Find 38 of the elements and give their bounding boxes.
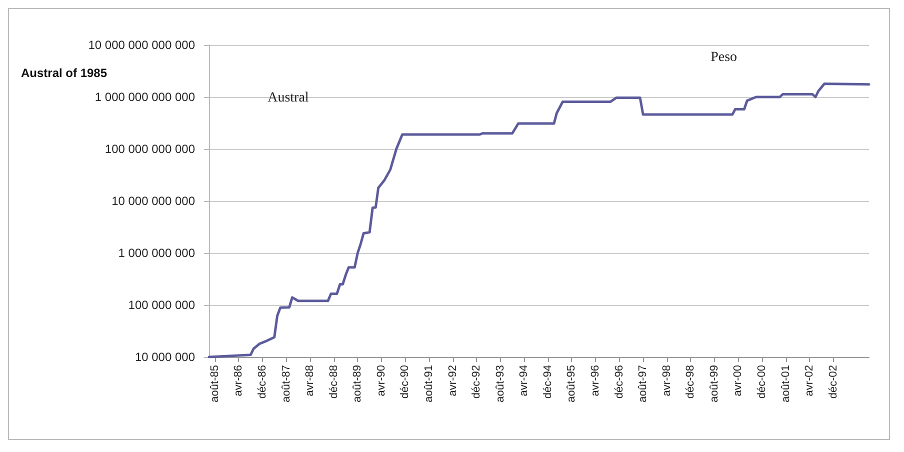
- y-tick-label: 1 000 000 000: [118, 246, 196, 260]
- x-tick-label: avr-88: [304, 365, 316, 396]
- x-tick-label: déc-90: [399, 365, 412, 399]
- y-tick-label: 10 000 000 000 000: [88, 38, 196, 52]
- x-tick-label: déc-02: [827, 365, 840, 399]
- x-tick-label: août-89: [352, 365, 364, 402]
- annotation: Peso: [710, 50, 738, 65]
- x-tick-label: avr-90: [375, 365, 388, 396]
- y-tick-label: 10 000 000 000: [112, 194, 196, 208]
- x-tick-label: avr-98: [660, 365, 673, 396]
- line-series: [208, 82, 870, 358]
- x-tick-label: août-91: [422, 365, 435, 402]
- x-tick-label: avr-86: [232, 365, 245, 396]
- x-tick-label: déc-88: [328, 365, 340, 399]
- x-tick-label: déc-86: [256, 365, 269, 399]
- annotation: Austral: [268, 90, 309, 106]
- y-tick-label: 10 000 000: [134, 350, 196, 364]
- x-tick-label: avr-00: [732, 365, 744, 396]
- x-tick-label: avr-94: [518, 365, 530, 396]
- x-tick-label: août-93: [494, 365, 506, 402]
- x-tick-label: avr-02: [804, 365, 816, 396]
- y-tick-label: 100 000 000 000: [104, 142, 196, 156]
- y-axis-title: Austral of 1985: [21, 66, 108, 80]
- x-tick-label: avr-96: [590, 365, 602, 396]
- x-tick-label: août-87: [280, 365, 292, 402]
- x-tick-label: août-97: [637, 365, 650, 402]
- x-tick-label: déc-94: [542, 365, 554, 399]
- x-tick-label: août-85: [208, 365, 221, 402]
- x-tick-label: août-01: [780, 365, 792, 402]
- x-tick-label: avr-92: [446, 365, 459, 396]
- y-tick-label: 100 000 000: [128, 298, 196, 312]
- x-tick-label: août-99: [708, 365, 720, 402]
- x-tick-label: déc-96: [613, 365, 626, 399]
- x-tick-label: août-95: [566, 365, 578, 402]
- x-tick-label: déc-00: [756, 365, 768, 399]
- x-tick-label: déc-98: [684, 365, 697, 399]
- y-tick-label: 1 000 000 000 000: [94, 90, 196, 104]
- x-tick-label: déc-92: [470, 365, 483, 399]
